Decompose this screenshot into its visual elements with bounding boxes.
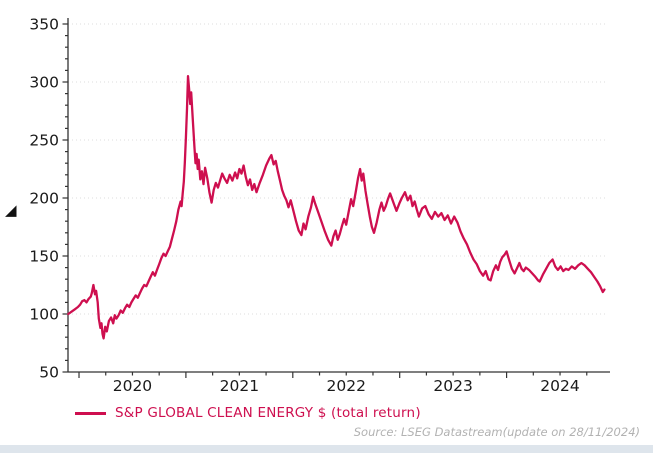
y-tick-label: 150 — [29, 248, 59, 266]
bottom-accent-bar — [0, 445, 653, 453]
x-tick-label: 2021 — [220, 377, 259, 395]
y-tick-label: 350 — [29, 16, 59, 34]
y-tick-label: 200 — [29, 190, 59, 208]
x-tick-label: 2023 — [433, 377, 472, 395]
y-tick-label: 300 — [29, 74, 59, 92]
legend: S&P GLOBAL CLEAN ENERGY $ (total return) — [75, 405, 421, 421]
y-tick-label: 250 — [29, 132, 59, 150]
x-tick-label: 2024 — [540, 377, 579, 395]
y-tick-label: 50 — [39, 364, 59, 382]
source-note: Source: LSEG Datastream(update on 28/11/… — [353, 425, 640, 439]
x-tick-label: 2020 — [113, 377, 152, 395]
legend-line-swatch — [75, 411, 106, 415]
series-line — [67, 75, 606, 340]
x-tick-label: 2022 — [327, 377, 366, 395]
y-tick-label: 100 — [29, 306, 59, 324]
legend-label: S&P GLOBAL CLEAN ENERGY $ (total return) — [115, 405, 421, 421]
triangle-marker-icon: ◢ — [5, 201, 17, 219]
